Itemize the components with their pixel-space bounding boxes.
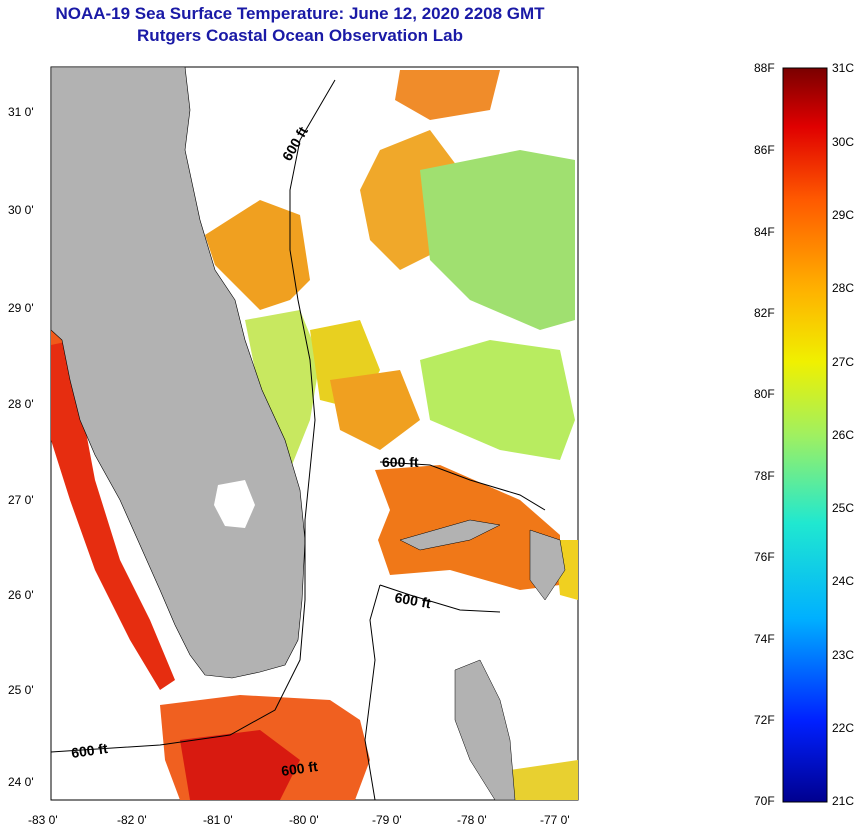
contour-600ft-bahamas-south [364,584,381,800]
lat-tick-label: 29 0' [8,301,34,315]
colorbar-c-label: 27C [832,355,854,369]
colorbar-c-labels: 31C 30C 29C 28C 27C 26C 25C 24C 23C 22C … [832,61,854,808]
colorbar-f-label: 70F [754,794,775,808]
lon-tick-label: -82 0' [117,813,147,827]
colorbar-c-label: 31C [832,61,854,75]
colorbar-f-label: 86F [754,143,775,157]
lat-tick-label: 25 0' [8,683,34,697]
colorbar-f-labels: 88F 86F 84F 82F 80F 78F 76F 74F 72F 70F [754,61,775,808]
abaco-island [529,529,566,601]
sst-patch-green-mid [420,340,575,460]
colorbar-c-label: 24C [832,574,854,588]
contour-label: 600 ft [382,454,419,470]
sst-patch-green-ne [420,150,575,330]
sst-patch-gulfstream [205,200,310,310]
colorbar-f-label: 74F [754,632,775,646]
lat-tick-label: 31 0' [8,105,34,119]
sst-patch-orange-mid [330,370,420,450]
lat-tick-label: 24 0' [8,775,34,789]
map-title: NOAA-19 Sea Surface Temperature: June 12… [55,4,545,23]
lat-tick-label: 27 0' [8,493,34,507]
lon-tick-label: -83 0' [28,813,58,827]
lat-tick-label: 28 0' [8,397,34,411]
grand-bahama [399,519,501,551]
contour-600ft-florida [51,79,336,753]
contour-label: 600 ft [393,589,432,611]
colorbar-c-label: 23C [832,648,854,662]
colorbar-f-label: 82F [754,306,775,320]
colorbar-c-label: 30C [832,135,854,149]
sst-patch-south-red [180,730,300,800]
lon-tick-label: -77 0' [540,813,570,827]
colorbar-f-label: 78F [754,469,775,483]
colorbar-c-label: 29C [832,208,854,222]
lon-tick-label: -79 0' [372,813,402,827]
colorbar-f-label: 72F [754,713,775,727]
contour-label: 600 ft [280,758,319,779]
colorbar-c-label: 28C [832,281,854,295]
lon-tick-label: -81 0' [203,813,233,827]
andros-island [454,659,516,800]
contour-600ft-bahamas-north [379,461,546,511]
colorbar-f-label: 84F [754,225,775,239]
sst-patch-north-east [395,70,500,120]
lon-tick-label: -80 0' [289,813,319,827]
map-subtitle: Rutgers Coastal Ocean Observation Lab [137,26,463,45]
lat-tick-label: 26 0' [8,588,34,602]
colorbar-c-label: 25C [832,501,854,515]
lon-tick-label: -78 0' [457,813,487,827]
lake-okeechobee [214,480,255,528]
colorbar-c-label: 22C [832,721,854,735]
sst-data-layer [51,70,578,800]
colorbar-f-label: 76F [754,550,775,564]
colorbar-f-label: 88F [754,61,775,75]
colorbar-c-label: 26C [832,428,854,442]
colorbar-c-label: 21C [832,794,854,808]
colorbar-f-label: 80F [754,387,775,401]
contour-600ft-tongue [379,584,501,613]
lat-tick-label: 30 0' [8,203,34,217]
sst-patch-east-coast-fl [245,310,320,470]
sst-patch-west-coast [51,340,175,690]
sst-patch-far-se [500,760,578,800]
colorbar [782,67,828,803]
contour-label: 600 ft [70,740,109,761]
